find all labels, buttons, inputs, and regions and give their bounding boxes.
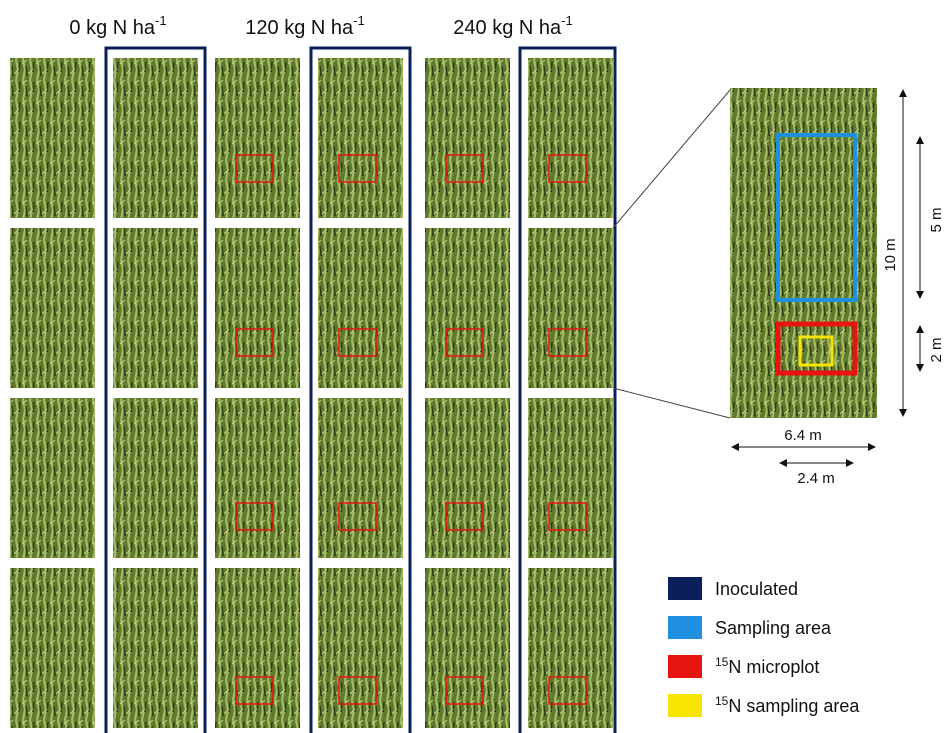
header-superscript: -1 [155,13,167,28]
header-text: 0 kg N ha [69,17,155,39]
plot-image [215,58,300,218]
legend-superscript: 15 [715,655,729,669]
header-superscript: -1 [561,13,573,28]
plots [10,48,615,733]
plot-image [425,58,510,218]
legend-swatch [668,616,702,639]
legend-label: Sampling area [715,618,832,638]
legend-swatch [668,655,702,678]
legend-superscript: 15 [715,694,729,708]
dimension-label: 6.4 m [784,427,822,444]
legend-text: N microplot [728,657,819,677]
dimension-label: 10 m [882,238,899,271]
plot-image [215,398,300,558]
dimension-label: 5 m [928,207,944,232]
plot-image [425,398,510,558]
zoom-line [613,388,730,418]
column-header: 120 kg N ha-1 [245,13,364,39]
plot-image [10,58,95,218]
header-superscript: -1 [353,13,365,28]
figure: 10 m 5 m 2 m 6.4 m 2.4 m Inoculated Sampl… [0,0,944,733]
plot-image [113,568,198,728]
legend-label: Inoculated [715,579,798,599]
legend-text: Sampling area [715,618,832,638]
plot-image [528,228,613,388]
plot-image [113,58,198,218]
legend-text: Inoculated [715,579,798,599]
plot-image [318,228,403,388]
plot-image [528,398,613,558]
dimension-label: 2.4 m [797,470,835,487]
plot-image [425,228,510,388]
header-text: 240 kg N ha [453,17,562,39]
legend-swatch [668,694,702,717]
legend-swatch [668,577,702,600]
plot-image [113,398,198,558]
plot-image [113,228,198,388]
dimension-label: 2 m [928,337,944,362]
plot-image [318,398,403,558]
zoom-line [613,90,730,228]
plot-image [10,568,95,728]
plot-image [10,398,95,558]
legend-text: N sampling area [728,696,860,716]
zoom-plot: 10 m 5 m 2 m 6.4 m 2.4 m [613,88,944,487]
plot-image [318,58,403,218]
column-header: 240 kg N ha-1 [453,13,572,39]
plot-image [528,58,613,218]
header-text: 120 kg N ha [245,17,354,39]
legend-label: 15N microplot [715,655,819,677]
plot-image [215,228,300,388]
legend-label: 15N sampling area [715,694,860,716]
column-header: 0 kg N ha-1 [69,13,166,39]
plot-image [10,228,95,388]
